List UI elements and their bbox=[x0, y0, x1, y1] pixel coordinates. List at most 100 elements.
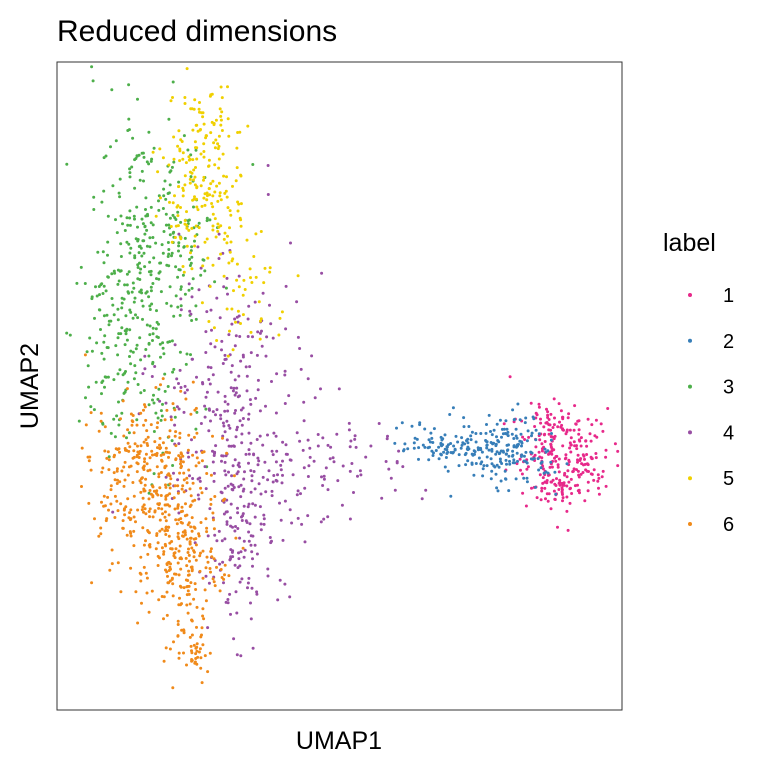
scatter-point-label-3 bbox=[94, 380, 98, 384]
scatter-point-label-5 bbox=[179, 206, 182, 209]
scatter-point-label-2 bbox=[446, 443, 450, 447]
scatter-point-label-3 bbox=[84, 396, 87, 400]
legend-key-4 bbox=[688, 430, 692, 435]
scatter-point-label-5 bbox=[193, 98, 197, 102]
scatter-point-label-6 bbox=[137, 456, 141, 459]
scatter-point-label-6 bbox=[146, 529, 150, 532]
scatter-point-label-4 bbox=[246, 581, 250, 585]
scatter-point-label-5 bbox=[176, 214, 180, 218]
scatter-point-label-3 bbox=[117, 400, 120, 404]
scatter-point-label-5 bbox=[216, 199, 220, 203]
scatter-point-label-1 bbox=[581, 453, 585, 457]
scatter-point-label-3 bbox=[251, 163, 255, 166]
scatter-point-label-5 bbox=[170, 240, 174, 244]
scatter-point-label-5 bbox=[192, 197, 196, 201]
scatter-point-label-6 bbox=[192, 597, 196, 601]
scatter-point-label-6 bbox=[154, 386, 158, 389]
scatter-point-label-3 bbox=[151, 236, 155, 239]
scatter-point-label-6 bbox=[148, 515, 152, 519]
scatter-point-label-6 bbox=[182, 586, 186, 590]
scatter-point-label-3 bbox=[91, 79, 95, 83]
scatter-point-label-1 bbox=[589, 472, 593, 476]
scatter-point-label-6 bbox=[144, 452, 148, 456]
scatter-point-label-2 bbox=[508, 459, 511, 463]
scatter-point-label-6 bbox=[142, 543, 146, 547]
scatter-point-label-6 bbox=[222, 577, 226, 581]
scatter-point-label-6 bbox=[188, 559, 191, 563]
scatter-point-label-5 bbox=[211, 205, 215, 209]
scatter-point-label-4 bbox=[215, 539, 219, 543]
scatter-point-label-1 bbox=[572, 467, 576, 471]
scatter-point-label-1 bbox=[601, 469, 605, 473]
scatter-point-label-4 bbox=[278, 578, 282, 582]
scatter-point-label-6 bbox=[121, 519, 125, 523]
scatter-point-label-4 bbox=[276, 473, 279, 477]
scatter-point-label-4 bbox=[232, 386, 236, 390]
scatter-point-label-4 bbox=[250, 586, 254, 590]
scatter-point-label-5 bbox=[211, 224, 215, 228]
scatter-point-label-3 bbox=[111, 184, 115, 188]
scatter-point-label-2 bbox=[500, 435, 503, 439]
scatter-point-label-4 bbox=[213, 533, 217, 537]
scatter-point-label-6 bbox=[178, 431, 182, 435]
scatter-point-label-2 bbox=[474, 440, 478, 444]
scatter-point-label-2 bbox=[451, 450, 455, 454]
scatter-point-label-4 bbox=[204, 330, 208, 334]
scatter-point-label-6 bbox=[179, 456, 182, 460]
scatter-point-label-2 bbox=[524, 416, 528, 420]
scatter-point-label-6 bbox=[205, 555, 209, 559]
scatter-point-label-3 bbox=[167, 117, 171, 121]
scatter-point-label-4 bbox=[223, 430, 227, 434]
scatter-point-label-5 bbox=[235, 278, 239, 282]
scatter-point-label-1 bbox=[554, 455, 558, 458]
scatter-point-label-4 bbox=[260, 344, 264, 348]
scatter-point-label-1 bbox=[561, 496, 565, 500]
scatter-point-label-6 bbox=[149, 492, 153, 496]
scatter-point-label-5 bbox=[190, 226, 194, 230]
scatter-point-label-3 bbox=[188, 264, 192, 267]
scatter-point-label-1 bbox=[562, 428, 565, 432]
scatter-point-label-5 bbox=[192, 168, 196, 172]
scatter-point-label-6 bbox=[195, 605, 199, 609]
scatter-point-label-4 bbox=[223, 460, 227, 464]
scatter-point-label-6 bbox=[103, 425, 107, 429]
scatter-point-label-3 bbox=[148, 333, 152, 337]
scatter-point-label-2 bbox=[490, 433, 494, 437]
scatter-point-label-5 bbox=[241, 313, 245, 317]
scatter-point-label-3 bbox=[89, 405, 93, 409]
scatter-point-label-4 bbox=[233, 317, 237, 321]
scatter-point-label-2 bbox=[514, 427, 518, 431]
scatter-point-label-6 bbox=[177, 656, 181, 660]
scatter-point-label-6 bbox=[187, 584, 191, 588]
scatter-point-label-5 bbox=[190, 171, 194, 175]
scatter-point-label-6 bbox=[185, 593, 189, 597]
scatter-point-label-4 bbox=[348, 517, 352, 521]
scatter-point-label-5 bbox=[239, 224, 243, 228]
scatter-point-label-6 bbox=[205, 530, 209, 534]
scatter-point-label-2 bbox=[496, 489, 500, 493]
scatter-point-label-4 bbox=[229, 386, 233, 390]
scatter-point-label-6 bbox=[178, 557, 182, 560]
scatter-point-label-5 bbox=[208, 193, 212, 197]
scatter-point-label-3 bbox=[157, 277, 161, 281]
scatter-point-label-6 bbox=[143, 457, 147, 461]
scatter-point-label-3 bbox=[166, 255, 170, 258]
scatter-point-label-6 bbox=[132, 529, 136, 533]
scatter-point-label-4 bbox=[229, 555, 233, 559]
scatter-point-label-4 bbox=[266, 193, 270, 196]
scatter-point-label-3 bbox=[145, 244, 149, 248]
scatter-point-label-6 bbox=[167, 455, 170, 459]
scatter-point-label-5 bbox=[241, 293, 245, 297]
scatter-point-label-4 bbox=[225, 276, 229, 280]
scatter-point-label-4 bbox=[247, 576, 251, 580]
scatter-point-label-4 bbox=[377, 422, 381, 425]
scatter-point-label-6 bbox=[180, 464, 183, 468]
scatter-point-label-3 bbox=[172, 160, 176, 164]
scatter-point-label-6 bbox=[194, 537, 198, 541]
scatter-point-label-4 bbox=[341, 464, 345, 468]
scatter-point-label-3 bbox=[166, 192, 170, 195]
scatter-point-label-3 bbox=[120, 306, 124, 310]
scatter-point-label-6 bbox=[185, 564, 189, 568]
scatter-point-label-4 bbox=[191, 357, 194, 361]
scatter-point-label-6 bbox=[206, 560, 210, 564]
